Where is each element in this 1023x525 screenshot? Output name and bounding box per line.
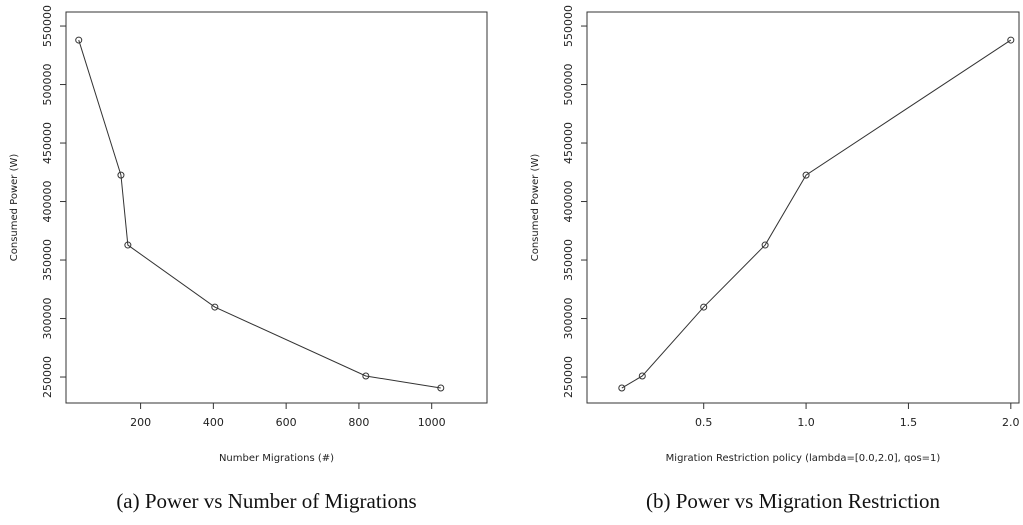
x-tick-label: 1.5 — [900, 416, 918, 429]
y-tick-label: 300000 — [562, 298, 575, 340]
point — [211, 303, 219, 311]
point — [362, 372, 370, 380]
y-tick-label: 400000 — [41, 181, 54, 223]
x-tick-label: 1.0 — [797, 416, 815, 429]
x-tick-label: 200 — [130, 416, 151, 429]
y-axis-label: Consumed Power (W) — [530, 154, 541, 262]
y-tick-label: 450000 — [562, 122, 575, 164]
point — [700, 303, 708, 311]
point — [1007, 36, 1015, 44]
x-axis-label: Number Migrations (#) — [219, 453, 334, 464]
y-tick-label: 300000 — [41, 298, 54, 340]
x-tick-label: 600 — [276, 416, 297, 429]
x-axis-label: Migration Restriction policy (lambda=[0.… — [666, 453, 941, 464]
x-tick-label: 800 — [348, 416, 369, 429]
y-tick-label: 250000 — [41, 356, 54, 398]
line — [78, 39, 441, 389]
y-tick-label: 500000 — [41, 64, 54, 106]
y-tick-label: 250000 — [562, 356, 575, 398]
point — [618, 384, 626, 392]
point — [75, 36, 83, 44]
x-tick-label: 1000 — [418, 416, 446, 429]
point — [117, 171, 125, 179]
x-tick-label: 0.5 — [695, 416, 713, 429]
y-tick-label: 350000 — [562, 239, 575, 281]
point — [761, 241, 769, 249]
x-tick-label: 2.0 — [1002, 416, 1020, 429]
y-tick-label: 550000 — [41, 5, 54, 47]
point — [802, 171, 810, 179]
x-tick-label: 400 — [203, 416, 224, 429]
y-axis-label: Consumed Power (W) — [9, 154, 20, 262]
caption: (b) Power vs Migration Restriction — [646, 489, 940, 513]
y-tick-label: 450000 — [41, 122, 54, 164]
y-tick-label: 400000 — [562, 181, 575, 223]
caption: (a) Power vs Number of Migrations — [116, 489, 416, 513]
plot-frame — [586, 11, 1020, 404]
plot-frame — [65, 11, 488, 404]
line — [621, 39, 1012, 389]
point — [437, 384, 445, 392]
y-tick-label: 550000 — [562, 5, 575, 47]
y-tick-label: 350000 — [41, 239, 54, 281]
point — [638, 372, 646, 380]
point — [124, 241, 132, 249]
y-tick-label: 500000 — [562, 64, 575, 106]
